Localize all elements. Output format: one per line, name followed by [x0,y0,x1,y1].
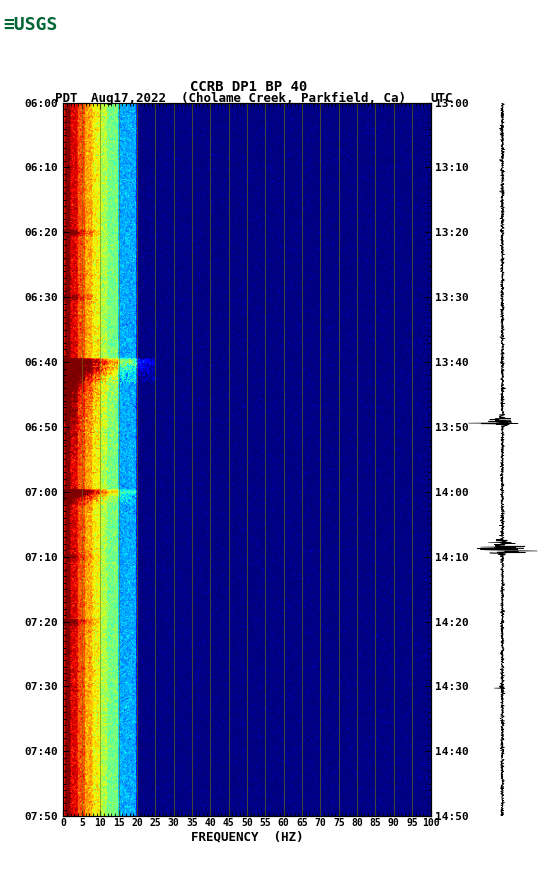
Text: PDT: PDT [55,92,78,105]
X-axis label: FREQUENCY  (HZ): FREQUENCY (HZ) [191,830,303,843]
Text: CCRB DP1 BP 40: CCRB DP1 BP 40 [190,79,307,94]
Text: Aug17,2022  (Cholame Creek, Parkfield, Ca): Aug17,2022 (Cholame Creek, Parkfield, Ca… [91,92,406,105]
Text: ≡USGS: ≡USGS [3,15,58,34]
Text: UTC: UTC [431,92,453,105]
